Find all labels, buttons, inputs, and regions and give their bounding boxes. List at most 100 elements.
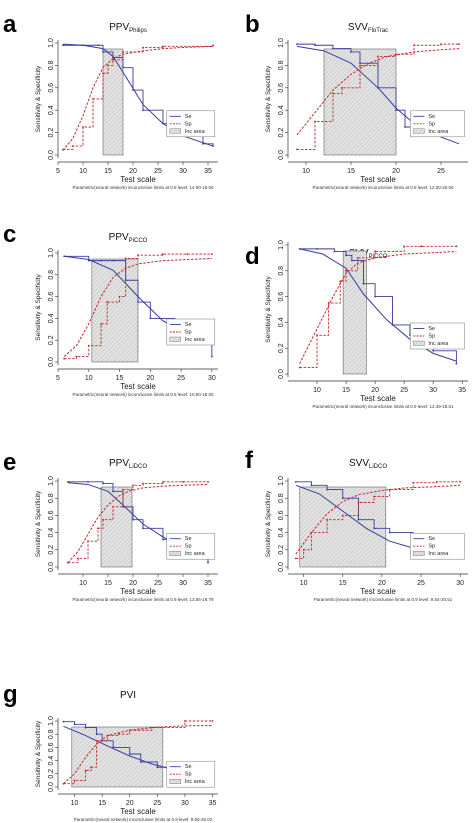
x-tick-label: 25 — [153, 800, 161, 807]
panel-title: PPVPiCCO — [109, 232, 148, 244]
legend-label: Se — [428, 326, 435, 332]
legend-label: Inc area — [185, 779, 206, 785]
x-tick-label: 15 — [104, 580, 112, 587]
data-point — [327, 302, 330, 304]
limits-note: Parametric(neural network) inconclusive … — [74, 817, 213, 822]
data-point — [102, 51, 104, 53]
series-sp-step — [295, 481, 461, 559]
data-point — [75, 355, 78, 358]
data-point — [112, 259, 115, 262]
x-tick-label: 30 — [208, 375, 216, 382]
data-point — [207, 480, 209, 483]
y-tick-label: 0.0 — [278, 369, 285, 379]
legend-label: Sp — [185, 544, 192, 550]
x-tick-label: 35 — [209, 800, 217, 807]
data-point — [122, 66, 124, 69]
data-point — [332, 92, 334, 95]
data-point — [77, 557, 79, 560]
data-point — [332, 47, 334, 50]
data-point — [82, 44, 84, 47]
data-point — [139, 761, 142, 763]
series-sp-dashed — [296, 48, 460, 136]
y-tick-label: 0.6 — [48, 83, 55, 93]
panel-letter: c — [3, 221, 16, 248]
data-point — [377, 86, 379, 89]
data-point — [97, 44, 99, 47]
legend-label: Se — [428, 536, 435, 542]
series-sp-step — [299, 245, 457, 368]
panel-letter: a — [3, 11, 17, 38]
x-tick-label: 25 — [154, 168, 162, 175]
x-tick-label: 15 — [347, 168, 355, 175]
y-tick-label: 1.0 — [48, 716, 55, 726]
data-point — [350, 51, 352, 53]
data-point — [95, 739, 98, 742]
y-tick-label: 0.0 — [48, 782, 55, 792]
legend-label: Inc area — [185, 551, 206, 557]
panel-letter: g — [3, 681, 18, 708]
data-point — [412, 481, 415, 484]
panel-letter: d — [245, 243, 260, 270]
data-point — [162, 122, 164, 125]
data-point — [63, 255, 66, 258]
legend-swatch — [413, 551, 425, 556]
x-tick-label: 35 — [204, 168, 212, 175]
legend-label: Sp — [185, 121, 192, 127]
legend-label: Sp — [428, 334, 435, 340]
data-point — [357, 518, 360, 521]
x-tick-label: 25 — [177, 375, 185, 382]
data-point — [432, 349, 435, 352]
data-point — [374, 250, 376, 253]
data-point — [73, 779, 76, 782]
data-point — [339, 280, 342, 283]
data-point — [298, 247, 301, 250]
data-point — [128, 729, 131, 732]
data-point — [112, 56, 114, 59]
x-tick-label: 15 — [342, 387, 350, 394]
y-tick-label: 0.0 — [48, 357, 55, 367]
data-point — [62, 720, 65, 723]
panel-title-sub: Philips — [129, 28, 147, 34]
data-point — [142, 109, 144, 112]
y-tick-label: 0.8 — [278, 60, 285, 70]
x-axis-label: Test scale — [360, 175, 396, 184]
y-tick-label: 0.8 — [48, 493, 55, 503]
data-point — [388, 531, 391, 534]
x-tick-label: 15 — [104, 168, 112, 175]
y-tick-label: 0.0 — [278, 562, 285, 572]
data-point — [212, 44, 214, 47]
data-point — [455, 245, 458, 248]
x-tick-label: 10 — [85, 375, 93, 382]
data-point — [333, 250, 336, 253]
panel-b: b SVVFloTrac 0.0 0.2 0.4 0.6 0.8 1.0 10 15 20 25 Tes… — [245, 11, 468, 190]
x-tick-label: 5 — [56, 375, 60, 382]
data-point — [345, 254, 347, 257]
data-point — [150, 726, 153, 729]
y-axis-label: Sensitivity & Specificity — [35, 274, 42, 341]
legend-label: Sp — [185, 772, 192, 778]
y-tick-label: 0.6 — [278, 292, 285, 302]
x-axis-label: Test scale — [120, 175, 156, 184]
x-tick-label: 30 — [179, 580, 187, 587]
panel-title: PVI — [120, 690, 136, 701]
data-point — [87, 480, 89, 483]
y-tick-label: 0.2 — [48, 128, 55, 138]
data-point — [162, 538, 164, 541]
y-tick-label: 0.4 — [48, 756, 55, 766]
series-sp-step — [297, 43, 459, 150]
y-axis-label: Sensitivity & Specificity — [35, 65, 42, 132]
y-tick-label: 0.4 — [48, 313, 55, 323]
x-tick-label: 20 — [378, 580, 386, 587]
x-tick-label: 20 — [129, 580, 137, 587]
data-point — [122, 488, 124, 491]
y-tick-label: 0.2 — [48, 769, 55, 779]
data-point — [357, 501, 360, 504]
inconclusive-area — [100, 486, 133, 568]
inconclusive-area — [342, 250, 367, 375]
data-point — [356, 257, 359, 259]
panel-title-main: PVI — [120, 690, 136, 701]
data-point — [182, 480, 184, 483]
x-axis-label: Test scale — [120, 587, 156, 596]
